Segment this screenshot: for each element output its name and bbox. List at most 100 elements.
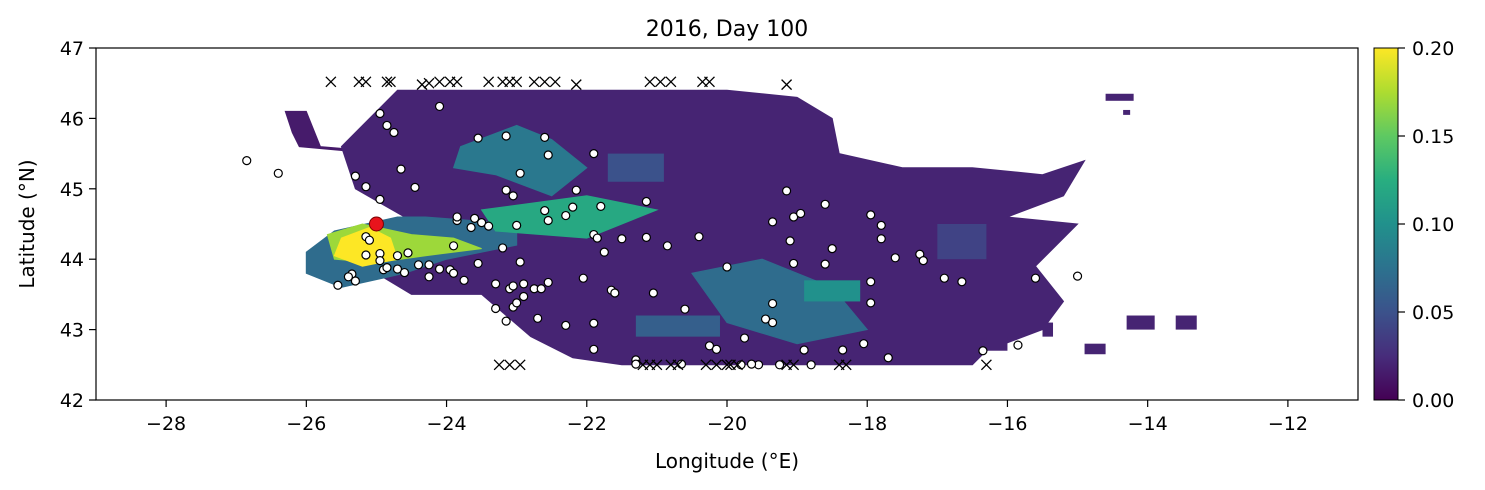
particle-marker [1072, 271, 1083, 281]
particle-marker [760, 314, 771, 324]
particle-marker [599, 247, 609, 257]
particle-marker [413, 260, 424, 270]
colorbar-tick-label: 0.10 [1412, 214, 1454, 236]
particle-marker [662, 241, 673, 251]
beached-particle-marker [504, 359, 516, 371]
particle-marker [473, 258, 483, 269]
particle-marker [890, 253, 900, 263]
density-patch [1123, 109, 1131, 115]
particle-marker [519, 279, 529, 289]
particle-marker [876, 220, 886, 231]
beached-particle-marker [325, 76, 337, 88]
particle-marker [838, 345, 848, 355]
beached-particle-marker [651, 359, 663, 371]
particle-marker [739, 333, 750, 343]
density-patch [804, 280, 861, 302]
beached-particle-marker [654, 76, 666, 88]
particle-marker [501, 185, 511, 195]
particle-marker [466, 222, 476, 233]
particle-marker [859, 339, 869, 349]
beached-particle-marker [711, 359, 722, 371]
particle-marker [533, 313, 543, 323]
particle-marker [610, 288, 620, 298]
beached-particle-marker [493, 359, 505, 371]
particle-marker [957, 277, 967, 287]
particle-marker [641, 232, 651, 242]
particle-marker [561, 210, 571, 221]
x-tick-label: −14 [1128, 413, 1168, 435]
x-axis-label: Longitude (°E) [655, 449, 799, 473]
particle-marker [578, 273, 588, 283]
beached-particle-marker [385, 76, 396, 88]
particle-marker [410, 182, 420, 192]
particle-marker [242, 156, 252, 166]
x-tick-label: −24 [427, 413, 467, 435]
particle-layer [242, 76, 1083, 371]
particle-marker [680, 304, 690, 314]
x-tick-label: −28 [146, 413, 186, 435]
particle-marker [866, 298, 876, 308]
particle-marker [396, 164, 406, 174]
beached-particle-marker [549, 76, 561, 88]
particle-marker [767, 217, 778, 227]
particle-marker [361, 182, 371, 192]
x-tick-label: −20 [707, 413, 747, 435]
y-tick-label: 45 [60, 179, 84, 201]
density-region [452, 124, 588, 197]
particle-marker [536, 284, 546, 294]
particle-marker [515, 168, 525, 178]
colorbar-tick-label: 0.15 [1412, 126, 1454, 148]
particle-marker [592, 233, 602, 243]
beached-particle-marker [511, 76, 523, 88]
colorbar: 0.00 0.05 0.10 0.15 0.20 [1373, 38, 1454, 412]
particle-marker [767, 298, 778, 309]
particle-marker [589, 149, 599, 159]
particle-marker [491, 303, 501, 314]
particle-marker [589, 318, 599, 328]
particle-marker [350, 171, 361, 181]
beached-particle-marker [528, 76, 540, 88]
particle-marker [484, 221, 494, 231]
beached-particle-marker [665, 76, 677, 88]
particle-marker [452, 212, 462, 222]
particle-marker [343, 272, 353, 282]
particle-marker [434, 101, 445, 112]
beached-particle-marker [781, 79, 793, 91]
particle-marker [722, 262, 732, 272]
particle-marker [389, 127, 399, 138]
y-axis-ticks: 42 43 44 45 46 47 [60, 38, 96, 412]
particle-marker [866, 277, 876, 287]
x-axis-ticks: −28 −26 −24 −22 −20 −18 −16 −14 −12 [146, 400, 1308, 435]
particle-marker [470, 213, 480, 223]
beached-particle-marker [434, 76, 446, 88]
beached-particle-marker [451, 76, 463, 88]
particle-marker [543, 150, 553, 160]
particle-marker [403, 248, 413, 258]
x-tick-label: −18 [847, 413, 887, 435]
y-axis-label: Latitude (°N) [15, 159, 39, 288]
particle-marker [978, 346, 988, 356]
particle-marker [540, 132, 550, 143]
beached-particle-marker [381, 76, 393, 88]
particle-marker [512, 220, 522, 231]
beached-particle-marker [704, 76, 715, 88]
particle-marker [459, 275, 469, 285]
particle-marker [392, 264, 403, 274]
particle-marker [382, 120, 392, 131]
chart-title: 2016, Day 100 [646, 17, 808, 42]
particle-marker [333, 280, 343, 290]
beached-particle-marker [840, 359, 852, 371]
particle-marker [382, 263, 392, 273]
particle-marker [540, 206, 550, 216]
beached-particle-marker [644, 76, 656, 88]
density-patch [635, 315, 720, 337]
beached-particle-marker [483, 76, 495, 88]
particle-marker [648, 288, 658, 298]
particle-marker [866, 210, 876, 220]
y-tick-label: 46 [60, 108, 84, 130]
colorbar-tick-label: 0.05 [1412, 302, 1454, 324]
particle-marker [1030, 273, 1041, 283]
beached-particle-marker [514, 359, 526, 371]
particle-marker [399, 267, 410, 278]
particle-marker [774, 360, 785, 370]
